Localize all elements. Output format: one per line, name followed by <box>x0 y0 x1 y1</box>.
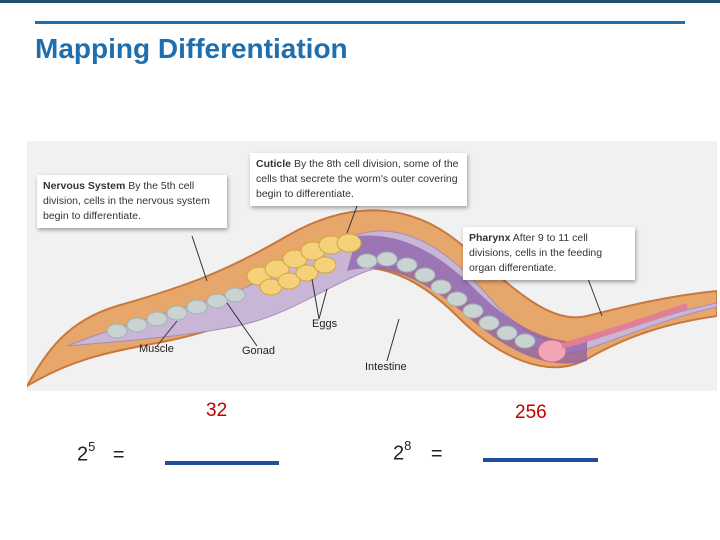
answer-blank-right <box>483 458 598 462</box>
intestine-cells <box>106 251 536 349</box>
top-frame-line <box>0 0 720 3</box>
label-gonad: Gonad <box>242 345 276 357</box>
answer-left: 32 <box>206 400 228 421</box>
callout-pharynx: Pharynx After 9 to 11 cell divisions, ce… <box>463 227 635 280</box>
callout-pharynx-heading: Pharynx <box>469 232 511 244</box>
label-intestine: Intestine <box>365 361 407 373</box>
label-muscle: Muscle <box>139 343 174 355</box>
callout-cuticle-heading: Cuticle <box>256 158 292 170</box>
equation-left-base: 2 <box>77 443 89 466</box>
pointer-lines <box>156 205 603 362</box>
equation-left-exponent: 5 <box>88 439 96 454</box>
answer-right: 256 <box>515 402 547 423</box>
callout-pharynx-text: After 9 to 11 cell divisions, cells in t… <box>469 232 603 274</box>
callout-cuticle-text: By the 8th cell division, some of the ce… <box>256 158 459 200</box>
equation-right-exponent: 8 <box>404 438 412 453</box>
equation-right: 28 = <box>393 438 443 466</box>
equation-right-base: 2 <box>393 442 405 465</box>
callout-nervous-heading: Nervous System <box>43 180 126 192</box>
label-eggs: Eggs <box>312 318 338 330</box>
answer-blank-left <box>165 461 279 465</box>
worm-diagram: Nervous System By the 5th cell division,… <box>27 141 717 391</box>
equation-right-equals: = <box>430 442 443 465</box>
pharynx-bulb <box>537 339 567 363</box>
pharynx-tube <box>561 303 688 349</box>
title-rule <box>35 21 685 24</box>
equation-left: 25 = <box>77 439 125 467</box>
egg-cluster <box>246 233 362 296</box>
callout-nervous-system: Nervous System By the 5th cell division,… <box>37 175 227 228</box>
equation-left-equals: = <box>112 443 125 466</box>
callout-nervous-text: By the 5th cell division, cells in the n… <box>43 180 210 222</box>
callout-cuticle: Cuticle By the 8th cell division, some o… <box>250 153 467 206</box>
slide-title: Mapping Differentiation <box>35 33 348 64</box>
worm-illustration <box>27 205 717 388</box>
